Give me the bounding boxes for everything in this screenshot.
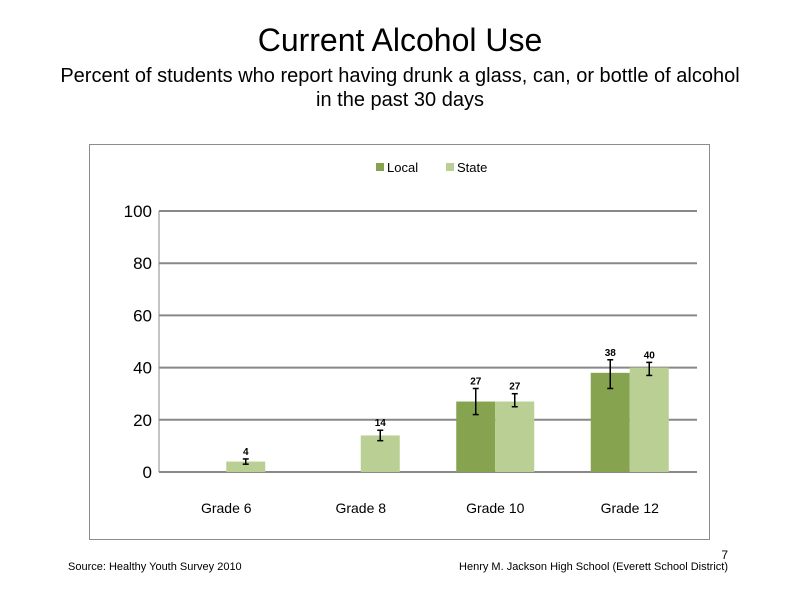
slide-title: Current Alcohol Use [257, 22, 543, 58]
data-label: 27 [470, 376, 482, 387]
data-label: 27 [509, 382, 521, 393]
legend-swatch [446, 163, 454, 171]
data-label: 38 [605, 348, 617, 359]
chart-frame: 0 20 40 60 80 100 4 Grade 6 14 Grade 8 27 27 Grade 1… [89, 144, 710, 540]
bar [226, 461, 266, 472]
y-tick-label: 80 [133, 254, 152, 273]
bar [495, 401, 535, 472]
legend-label: State [457, 160, 487, 175]
bar [360, 435, 400, 472]
x-tick-label: Grade 8 [335, 500, 386, 516]
data-label: 40 [644, 350, 656, 361]
data-label: 14 [375, 418, 387, 429]
bar-chart: 0 20 40 60 80 100 4 Grade 6 14 Grade 8 27 27 Grade 1… [124, 160, 697, 516]
school-note: Henry M. Jackson High School (Everett Sc… [459, 561, 728, 573]
data-label: 4 [243, 447, 249, 458]
source-note: Source: Healthy Youth Survey 2010 [68, 561, 242, 573]
x-tick-label: Grade 10 [466, 500, 525, 516]
slide-subtitle: Percent of students who report having dr… [60, 65, 740, 111]
page-number: 7 [721, 548, 728, 562]
bar [590, 372, 630, 472]
legend-swatch [376, 163, 384, 171]
y-tick-label: 40 [133, 359, 152, 378]
bar [629, 367, 669, 472]
x-tick-label: Grade 12 [601, 500, 660, 516]
y-tick-label: 20 [133, 411, 152, 430]
y-tick-label: 0 [143, 463, 152, 482]
legend-label: Local [387, 160, 418, 175]
x-tick-label: Grade 6 [201, 500, 252, 516]
y-tick-label: 60 [133, 306, 152, 325]
y-tick-label: 100 [124, 202, 152, 221]
